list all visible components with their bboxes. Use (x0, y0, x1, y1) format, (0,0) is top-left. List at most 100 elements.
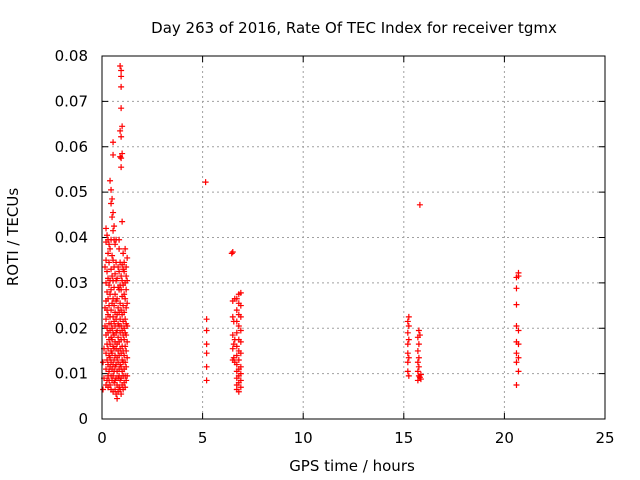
data-point (415, 363, 422, 370)
data-point (123, 263, 130, 270)
data-point (118, 164, 125, 171)
data-point (107, 291, 114, 298)
data-point (103, 316, 110, 323)
data-point (123, 304, 130, 311)
data-point (414, 368, 421, 375)
data-point (121, 325, 128, 332)
y-axis-label: ROTI / TECUs (4, 188, 22, 286)
x-tick-label: 20 (495, 429, 514, 447)
data-point (233, 352, 240, 359)
data-point (108, 320, 115, 327)
data-point (414, 359, 421, 366)
data-point (110, 372, 117, 379)
data-point (405, 336, 412, 343)
data-point (115, 263, 122, 270)
data-point (237, 350, 244, 357)
y-tick-label: 0.04 (55, 229, 88, 247)
data-point (124, 354, 131, 361)
data-point (229, 313, 236, 320)
x-tick-label: 5 (198, 429, 208, 447)
data-point (122, 245, 129, 252)
data-point (202, 179, 209, 186)
data-point (415, 341, 422, 348)
data-point (118, 133, 125, 140)
chart-title: Day 263 of 2016, Rate Of TEC Index for r… (151, 19, 557, 37)
data-point (111, 357, 118, 364)
y-tick-label: 0.06 (55, 138, 88, 156)
grid-lines (102, 56, 605, 419)
data-point (114, 295, 121, 302)
x-tick-label: 15 (394, 429, 413, 447)
data-point (109, 350, 116, 357)
data-point (515, 341, 522, 348)
data-point (107, 381, 114, 388)
data-point (118, 363, 125, 370)
x-axis-label: GPS time / hours (289, 457, 415, 475)
data-point (203, 341, 210, 348)
data-point (118, 273, 125, 280)
data-point (112, 241, 119, 248)
data-point (237, 313, 244, 320)
data-point (118, 286, 125, 293)
data-point (235, 357, 242, 364)
data-point (116, 268, 123, 275)
data-point (108, 286, 115, 293)
data-point (405, 372, 412, 379)
data-point (109, 214, 116, 221)
data-point (230, 354, 237, 361)
data-point (415, 327, 422, 334)
data-point (107, 177, 114, 184)
data-point (122, 316, 129, 323)
data-point (106, 368, 113, 375)
data-point (118, 73, 125, 80)
data-point (237, 363, 244, 370)
data-point (121, 336, 128, 343)
data-point (405, 313, 412, 320)
y-tick-label: 0 (78, 410, 88, 428)
data-point (102, 263, 109, 270)
data-point (117, 300, 124, 307)
data-point (513, 350, 520, 357)
data-point (122, 343, 129, 350)
data-point (123, 363, 130, 370)
data-point (104, 325, 111, 332)
data-point (109, 195, 116, 202)
data-point (405, 354, 412, 361)
data-point (203, 363, 210, 370)
data-point (229, 345, 236, 352)
data-point (237, 289, 244, 296)
data-point (114, 275, 121, 282)
data-point (105, 250, 112, 257)
data-point (119, 218, 126, 225)
data-point (107, 245, 114, 252)
x-tick-label: 25 (595, 429, 614, 447)
data-point (104, 268, 111, 275)
data-point (107, 354, 114, 361)
data-point (103, 225, 110, 232)
data-point (230, 341, 237, 348)
data-point (513, 359, 520, 366)
data-point (116, 245, 123, 252)
data-point (100, 359, 107, 366)
data-point (121, 259, 128, 266)
data-point (237, 370, 244, 377)
data-point (112, 291, 119, 298)
data-point (104, 288, 111, 295)
data-point (233, 361, 240, 368)
data-point (123, 332, 130, 339)
data-point (404, 318, 411, 325)
data-point (121, 309, 128, 316)
data-point (115, 334, 122, 341)
data-point (513, 285, 520, 292)
data-point (203, 377, 210, 384)
data-point (109, 273, 116, 280)
data-point (117, 127, 124, 134)
data-point (108, 186, 115, 193)
data-point (124, 338, 131, 345)
data-point (123, 347, 130, 354)
y-tick-labels: 0 0.01 0.02 0.03 0.04 0.05 0.06 0.07 0.08 (55, 47, 88, 428)
data-point (123, 286, 130, 293)
data-point (110, 313, 117, 320)
data-point (107, 341, 114, 348)
